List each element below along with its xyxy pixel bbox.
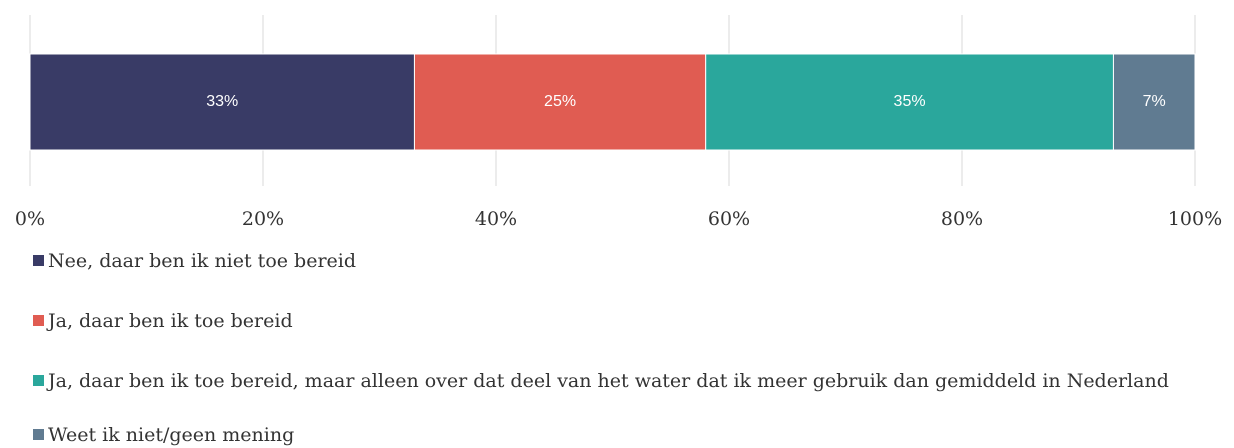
bar-segment <box>1112 53 1196 151</box>
legend-label: Weet ik niet/geen mening <box>48 424 295 446</box>
data-label: 25% <box>544 93 576 110</box>
x-tick-label: 100% <box>1168 208 1222 230</box>
data-label: 33% <box>206 93 238 110</box>
legend-swatch <box>33 315 44 326</box>
legend-item: Nee, daar ben ik niet toe bereid <box>33 250 1223 273</box>
bar-segment <box>705 53 1114 151</box>
x-tick-label: 0% <box>15 208 45 230</box>
legend-item: Weet ik niet/geen mening <box>33 424 1223 447</box>
legend-label: Ja, daar ben ik toe bereid <box>48 310 293 332</box>
x-tick-label: 40% <box>475 208 517 230</box>
x-tick-label: 60% <box>708 208 750 230</box>
chart: 0% 20% 40% 60% 80% 100% 33% 25% 35% 7% <box>15 15 1222 230</box>
legend-swatch <box>33 429 44 440</box>
legend-label: Nee, daar ben ik niet toe bereid <box>48 250 357 272</box>
legend-swatch <box>33 255 44 266</box>
legend-item: Ja, daar ben ik toe bereid, maar alleen … <box>33 370 1223 393</box>
legend-swatch <box>33 375 44 386</box>
legend-label: Ja, daar ben ik toe bereid, maar alleen … <box>48 370 1169 392</box>
x-tick-label: 80% <box>941 208 983 230</box>
x-tick-label: 20% <box>242 208 284 230</box>
data-label: 35% <box>894 93 926 110</box>
data-label: 7% <box>1143 93 1166 110</box>
bar-segment <box>29 53 415 151</box>
legend-item: Ja, daar ben ik toe bereid <box>33 310 1223 333</box>
